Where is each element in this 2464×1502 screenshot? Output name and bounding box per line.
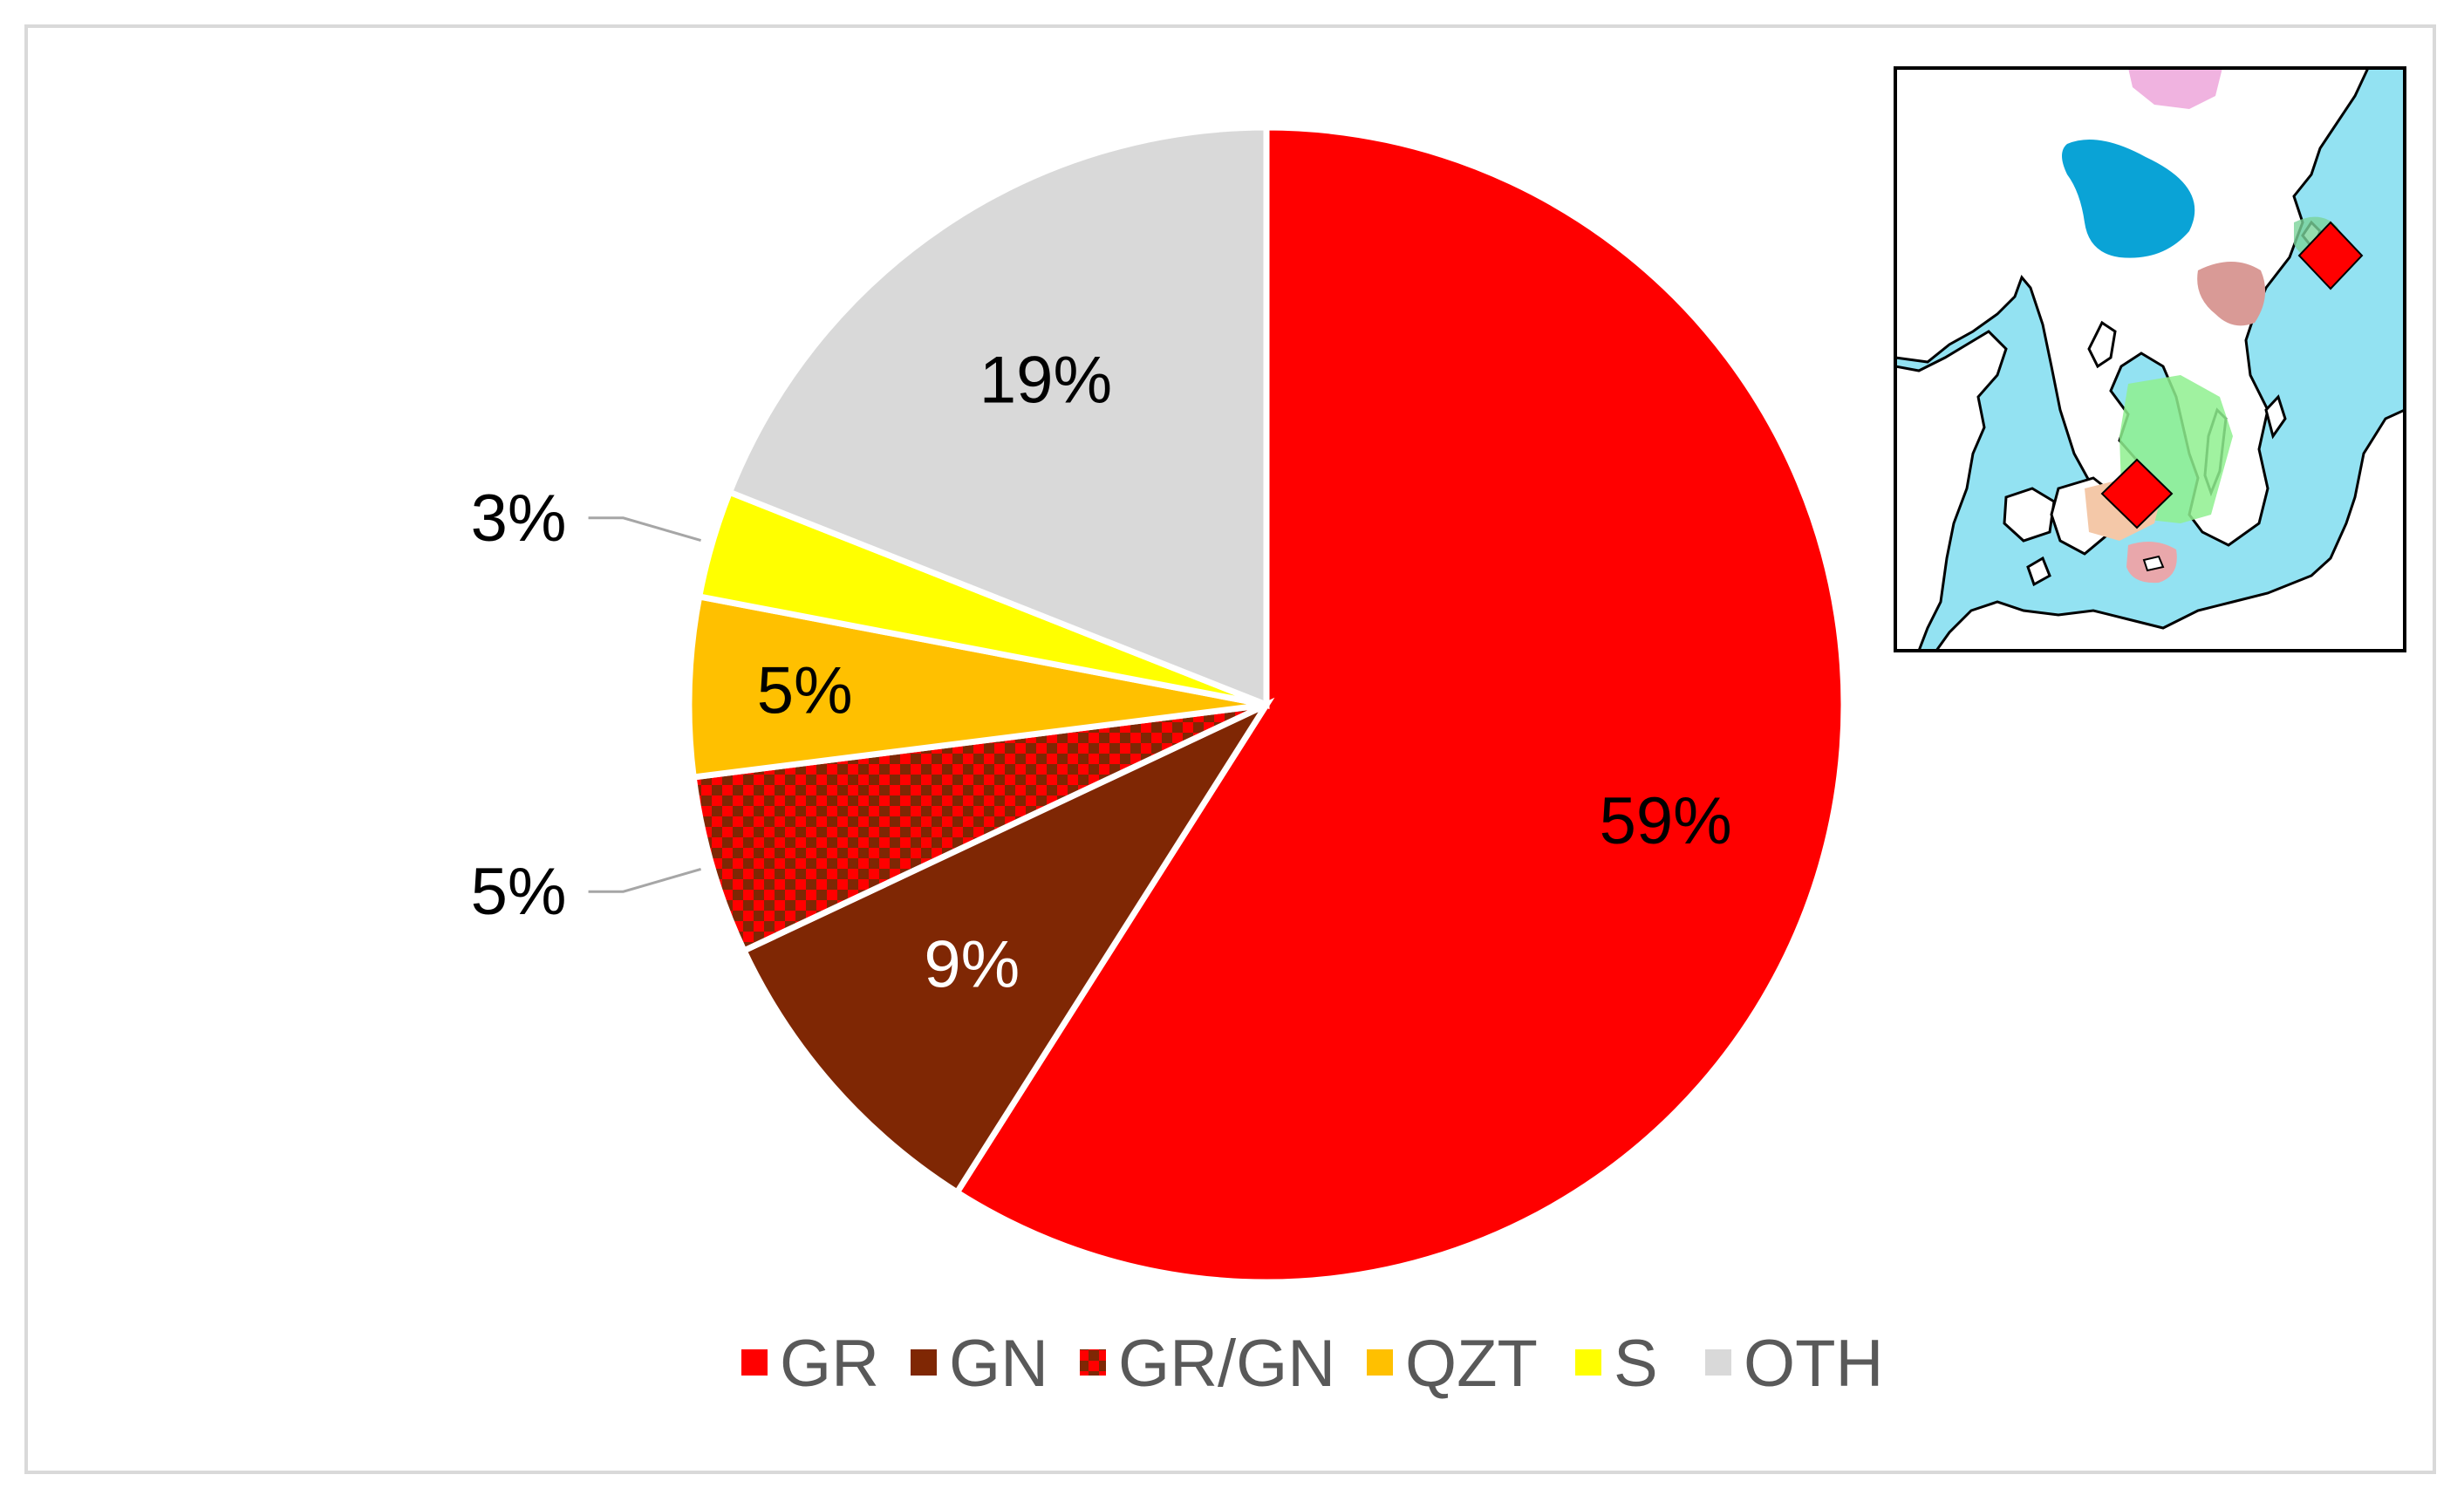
legend-swatch xyxy=(1080,1349,1106,1376)
legend-label: OTH xyxy=(1744,1327,1883,1401)
legend-swatch xyxy=(741,1349,768,1376)
pie-slice-gr xyxy=(952,124,1847,1286)
legend-label: GR xyxy=(780,1327,879,1401)
area-blue xyxy=(2062,140,2195,258)
pie-slice-qzt xyxy=(686,592,1267,781)
legend-item-gr: GR xyxy=(741,1327,879,1401)
leader-line xyxy=(588,867,701,893)
area-pink xyxy=(2128,68,2222,109)
data-label-gr-gn: 5% xyxy=(471,855,567,929)
legend-item-gn: GN xyxy=(911,1327,1048,1401)
data-label-s: 3% xyxy=(471,481,567,556)
data-label-oth: 19% xyxy=(979,344,1112,418)
legend-swatch xyxy=(1575,1349,1601,1376)
land-island xyxy=(2026,556,2051,587)
pie-slice-gn xyxy=(740,697,1275,1197)
pie-slices xyxy=(686,124,1847,1286)
land-island xyxy=(2264,394,2287,440)
data-label-qzt: 5% xyxy=(757,653,853,727)
leader-line xyxy=(588,516,701,543)
legend-label: S xyxy=(1614,1327,1658,1401)
legend: GR GN GR/GN QZT S OTH xyxy=(741,1327,1883,1401)
red-diamond-marker xyxy=(2100,458,2174,529)
land-small-islet xyxy=(2142,555,2165,572)
legend-item-s: S xyxy=(1575,1327,1658,1401)
legend-item-gr-gn: GR/GN xyxy=(1080,1327,1335,1401)
pie-slice-oth xyxy=(725,124,1270,710)
legend-swatch xyxy=(911,1349,937,1376)
legend-item-qzt: QZT xyxy=(1367,1327,1538,1401)
legend-swatch xyxy=(1705,1349,1731,1376)
legend-item-oth: OTH xyxy=(1705,1327,1883,1401)
land-jutland xyxy=(1895,330,2008,651)
legend-label: GR/GN xyxy=(1118,1327,1335,1401)
legend-label: GN xyxy=(949,1327,1048,1401)
pie-slice-gr-gn xyxy=(690,701,1268,955)
inset-map-border xyxy=(1894,66,2406,652)
land-island xyxy=(2087,320,2117,369)
red-diamond-marker xyxy=(2297,221,2364,290)
data-label-gr: 59% xyxy=(1600,784,1732,858)
legend-label: QZT xyxy=(1405,1327,1538,1401)
inset-map xyxy=(1895,68,2405,651)
leader-lines xyxy=(588,516,701,893)
data-label-gn: 9% xyxy=(924,928,1020,1002)
data-labels: 59% 9% 5% 5% 3% 19% xyxy=(471,344,1732,1002)
legend-swatch xyxy=(1367,1349,1393,1376)
area-rose xyxy=(2197,262,2266,326)
land-island xyxy=(2003,487,2056,543)
